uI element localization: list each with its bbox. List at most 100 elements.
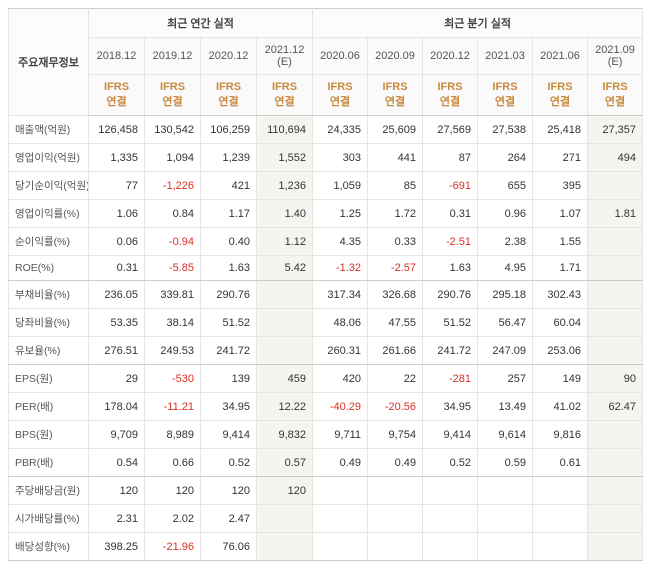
cell-value: 290.76 xyxy=(201,281,257,309)
cell-value: 4.95 xyxy=(478,256,533,281)
cell-value: 2.02 xyxy=(145,505,201,533)
table-row: PER(배)178.04-11.2134.9512.22-40.29-20.56… xyxy=(9,393,643,421)
period-header: 2021.06 xyxy=(533,38,588,75)
cell-value: 339.81 xyxy=(145,281,201,309)
period-header: 2021.03 xyxy=(478,38,533,75)
table-row: 매출액(억원)126,458130,542106,259110,69424,33… xyxy=(9,116,643,144)
cell-value xyxy=(257,337,313,365)
cell-value: -2.51 xyxy=(423,228,478,256)
cell-value: 302.43 xyxy=(533,281,588,309)
cell-value: 0.06 xyxy=(89,228,145,256)
ifrs-subheader: IFRS연결 xyxy=(478,75,533,116)
cell-value: 48.06 xyxy=(313,309,368,337)
row-label: 주당배당금(원) xyxy=(9,477,89,505)
cell-value: 295.18 xyxy=(478,281,533,309)
cell-value: 2.38 xyxy=(478,228,533,256)
cell-value: 178.04 xyxy=(89,393,145,421)
cell-value: 0.96 xyxy=(478,200,533,228)
cell-value: 0.31 xyxy=(423,200,478,228)
cell-value: 0.57 xyxy=(257,449,313,477)
cell-value: 276.51 xyxy=(89,337,145,365)
cell-value xyxy=(588,172,643,200)
ifrs-subheader: IFRS연결 xyxy=(257,75,313,116)
cell-value xyxy=(368,505,423,533)
cell-value: -691 xyxy=(423,172,478,200)
table-row: 당좌비율(%)53.3538.1451.5248.0647.5551.5256.… xyxy=(9,309,643,337)
cell-value: 0.52 xyxy=(201,449,257,477)
cell-value: 261.66 xyxy=(368,337,423,365)
cell-value: 257 xyxy=(478,365,533,393)
cell-value: 34.95 xyxy=(201,393,257,421)
cell-value: 77 xyxy=(89,172,145,200)
cell-value: 0.61 xyxy=(533,449,588,477)
cell-value: 421 xyxy=(201,172,257,200)
cell-value: 1.63 xyxy=(201,256,257,281)
group-header-annual: 최근 연간 실적 xyxy=(89,9,313,38)
cell-value: 290.76 xyxy=(423,281,478,309)
cell-value: 27,538 xyxy=(478,116,533,144)
cell-value: 1,239 xyxy=(201,144,257,172)
period-header: 2020.06 xyxy=(313,38,368,75)
cell-value: -281 xyxy=(423,365,478,393)
table-header: 주요재무정보 최근 연간 실적 최근 분기 실적 2018.122019.122… xyxy=(9,9,643,116)
cell-value: 139 xyxy=(201,365,257,393)
table-row: 영업이익(억원)1,3351,0941,2391,552303441872642… xyxy=(9,144,643,172)
row-label: 영업이익(억원) xyxy=(9,144,89,172)
cell-value: 1.12 xyxy=(257,228,313,256)
cell-value xyxy=(588,505,643,533)
cell-value xyxy=(423,505,478,533)
cell-value xyxy=(588,309,643,337)
cell-value: 241.72 xyxy=(423,337,478,365)
cell-value: -530 xyxy=(145,365,201,393)
cell-value xyxy=(478,505,533,533)
cell-value: 56.47 xyxy=(478,309,533,337)
period-header: 2018.12 xyxy=(89,38,145,75)
cell-value xyxy=(423,477,478,505)
cell-value xyxy=(588,477,643,505)
table-row: BPS(원)9,7098,9899,4149,8329,7119,7549,41… xyxy=(9,421,643,449)
cell-value: -11.21 xyxy=(145,393,201,421)
cell-value: -20.56 xyxy=(368,393,423,421)
cell-value: 0.84 xyxy=(145,200,201,228)
cell-value xyxy=(257,505,313,533)
cell-value xyxy=(588,228,643,256)
cell-value xyxy=(588,449,643,477)
cell-value: 47.55 xyxy=(368,309,423,337)
row-label: 부채비율(%) xyxy=(9,281,89,309)
table-row: ROE(%)0.31-5.851.635.42-1.32-2.571.634.9… xyxy=(9,256,643,281)
cell-value: 326.68 xyxy=(368,281,423,309)
cell-value: -0.94 xyxy=(145,228,201,256)
cell-value: 9,754 xyxy=(368,421,423,449)
table-row: 영업이익률(%)1.060.841.171.401.251.720.310.96… xyxy=(9,200,643,228)
cell-value: 9,711 xyxy=(313,421,368,449)
cell-value xyxy=(533,505,588,533)
cell-value: 9,414 xyxy=(201,421,257,449)
cell-value: 1.72 xyxy=(368,200,423,228)
cell-value: 9,832 xyxy=(257,421,313,449)
cell-value: 8,989 xyxy=(145,421,201,449)
cell-value: 24,335 xyxy=(313,116,368,144)
cell-value xyxy=(588,421,643,449)
cell-value: 1.71 xyxy=(533,256,588,281)
cell-value: -2.57 xyxy=(368,256,423,281)
ifrs-subheader: IFRS연결 xyxy=(368,75,423,116)
cell-value: 149 xyxy=(533,365,588,393)
ifrs-subheader: IFRS연결 xyxy=(201,75,257,116)
cell-value: 85 xyxy=(368,172,423,200)
cell-value: 0.33 xyxy=(368,228,423,256)
row-label: PBR(배) xyxy=(9,449,89,477)
subheader-row: IFRS연결IFRS연결IFRS연결IFRS연결IFRS연결IFRS연결IFRS… xyxy=(9,75,643,116)
cell-value: 395 xyxy=(533,172,588,200)
cell-value: 264 xyxy=(478,144,533,172)
period-header: 2021.09 (E) xyxy=(588,38,643,75)
cell-value: 253.06 xyxy=(533,337,588,365)
cell-value: 1.63 xyxy=(423,256,478,281)
table-row: 순이익률(%)0.06-0.940.401.124.350.33-2.512.3… xyxy=(9,228,643,256)
cell-value: 106,259 xyxy=(201,116,257,144)
cell-value: 51.52 xyxy=(201,309,257,337)
cell-value: 25,609 xyxy=(368,116,423,144)
period-row: 2018.122019.122020.122021.12 (E)2020.062… xyxy=(9,38,643,75)
ifrs-subheader: IFRS연결 xyxy=(145,75,201,116)
cell-value: 25,418 xyxy=(533,116,588,144)
cell-value: 1.17 xyxy=(201,200,257,228)
